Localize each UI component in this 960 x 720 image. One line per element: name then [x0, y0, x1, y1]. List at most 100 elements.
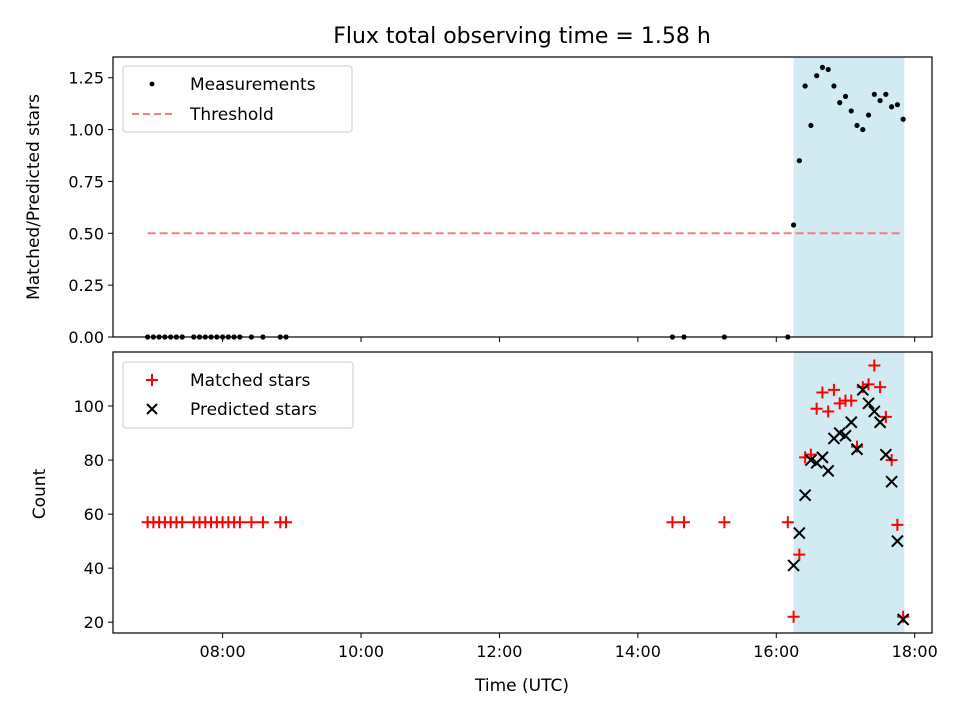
- predicted-star-point: [816, 451, 829, 464]
- top-panel-legend: Measurements Threshold: [122, 65, 353, 133]
- y-tick-label: 80: [84, 451, 104, 470]
- predicted-star-point: [798, 488, 812, 502]
- matched-star-point: [787, 610, 800, 623]
- bottom-panel-y-ticks: 20 40 60 80 100: [73, 397, 113, 632]
- matched-star-point: [666, 516, 679, 529]
- measurement-point: [802, 83, 808, 89]
- bottom-panel-frame: [112, 351, 933, 634]
- matched-star-point: [833, 397, 846, 410]
- legend-label-matched: Matched stars: [190, 371, 310, 391]
- measurement-point: [848, 108, 854, 114]
- y-tick-label: 1.25: [68, 69, 104, 88]
- predicted-star-point: [793, 526, 806, 540]
- matched-star-point: [793, 548, 806, 561]
- measurement-point: [837, 100, 843, 106]
- matched-star-point: [845, 394, 858, 407]
- matched-star-point: [868, 359, 881, 372]
- measurement-point: [842, 93, 849, 100]
- top-panel-frame: [112, 56, 933, 338]
- legend-label-measurements: Measurements: [190, 75, 316, 95]
- y-tick-label: 20: [84, 613, 104, 632]
- y-tick-label: 100: [73, 397, 104, 416]
- measurement-point: [825, 66, 831, 73]
- measurement-point: [894, 102, 900, 108]
- bottom-panel-marks: [141, 359, 910, 626]
- predicted-star-point: [885, 475, 898, 488]
- measurement-point: [814, 73, 820, 79]
- predicted-star-point: [845, 416, 858, 429]
- chart-title: Flux total observing time = 1.58 h: [333, 24, 711, 49]
- matched-star-point: [176, 516, 189, 529]
- measurement-point: [883, 91, 889, 97]
- matched-star-point: [822, 405, 835, 418]
- matched-star-point: [885, 454, 898, 467]
- measurement-point: [808, 122, 814, 129]
- top-panel-ylabel: Matched/Predicted stars: [24, 94, 44, 300]
- measurement-point: [900, 116, 906, 122]
- matched-star-point: [256, 516, 269, 529]
- legend-marker-measurements: [149, 81, 155, 87]
- measurement-point: [860, 126, 866, 133]
- predicted-star-point: [868, 405, 881, 418]
- measurement-point: [865, 112, 872, 118]
- matched-star-point: [810, 402, 823, 415]
- x-tick-label: 10:00: [338, 642, 384, 661]
- measurement-point: [831, 83, 837, 89]
- matched-star-point: [718, 516, 731, 529]
- measurement-point: [871, 91, 877, 97]
- top-panel-x-ticks: [222, 337, 916, 342]
- matched-star-point: [677, 516, 690, 529]
- y-tick-label: 0.50: [68, 224, 104, 243]
- x-axis-label: Time (UTC): [474, 676, 569, 696]
- bottom-panel-x-ticks: 08:00 10:00 12:00 14:00 16:00 18:00: [200, 633, 938, 661]
- predicted-star-point: [896, 613, 910, 626]
- bottom-panel: 20 40 60 80 100 08:00 10:00 12:00 14:00 16:00 18:…: [30, 351, 938, 696]
- measurement-point: [796, 158, 802, 164]
- y-tick-label: 0.00: [68, 328, 104, 347]
- matched-star-point: [816, 386, 829, 399]
- x-tick-label: 14:00: [615, 642, 661, 661]
- shaded-interval-bottom: [793, 352, 905, 633]
- bottom-panel-ylabel: Count: [30, 468, 50, 519]
- matched-star-point: [862, 378, 875, 391]
- top-legend-box: [122, 65, 353, 133]
- matched-star-point: [874, 381, 887, 394]
- bottom-legend-box: [122, 361, 354, 429]
- predicted-star-point: [821, 464, 835, 478]
- bottom-panel-legend: Matched stars Predicted stars: [122, 361, 354, 429]
- y-tick-label: 40: [84, 559, 104, 578]
- x-tick-label: 08:00: [200, 642, 246, 661]
- matched-star-point: [781, 516, 794, 529]
- predicted-star-point: [862, 397, 875, 410]
- shaded-interval-top: [793, 57, 905, 337]
- measurement-point: [877, 97, 883, 104]
- predicted-star-point: [850, 443, 864, 456]
- x-tick-label: 18:00: [892, 642, 938, 661]
- y-tick-label: 1.00: [68, 121, 104, 140]
- measurement-point: [819, 64, 826, 70]
- predicted-star-point: [839, 429, 852, 442]
- x-tick-label: 12:00: [476, 642, 522, 661]
- x-tick-label: 16:00: [753, 642, 799, 661]
- matched-star-point: [891, 518, 904, 531]
- measurement-point: [889, 104, 895, 110]
- matched-star-point: [245, 516, 258, 529]
- predicted-star-point: [873, 416, 887, 429]
- top-panel: 0.00 0.25 0.50 0.75 1.00 1.25 Matched/Predict…: [24, 56, 933, 347]
- legend-label-threshold: Threshold: [189, 105, 274, 125]
- y-tick-label: 0.75: [68, 172, 104, 191]
- measurement-point: [790, 222, 797, 228]
- top-panel-y-ticks: 0.00 0.25 0.50 0.75 1.00 1.25: [68, 69, 113, 347]
- y-tick-label: 60: [84, 505, 104, 524]
- predicted-star-point: [856, 383, 869, 397]
- legend-label-predicted: Predicted stars: [190, 400, 317, 420]
- matched-star-point: [879, 410, 892, 423]
- matched-star-point: [280, 516, 293, 529]
- predicted-star-point: [787, 559, 800, 572]
- predicted-star-point: [879, 448, 893, 461]
- legend-marker-matched: [146, 374, 158, 386]
- y-tick-label: 0.25: [68, 276, 104, 295]
- predicted-star-point: [891, 534, 904, 548]
- matched-star-point: [827, 383, 840, 396]
